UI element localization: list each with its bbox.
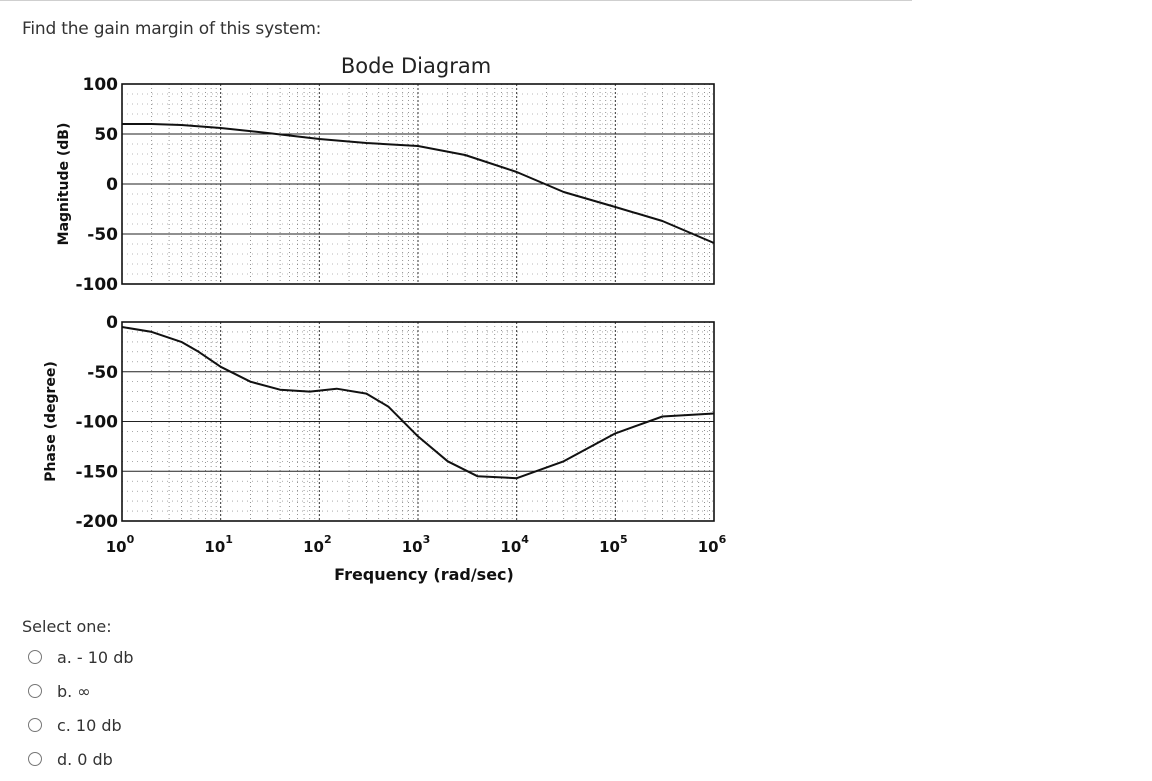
y-tick-label: -50 [87, 363, 118, 383]
option-a[interactable]: a. - 10 db [28, 646, 134, 668]
option-letter: c. [57, 715, 71, 735]
option-text: - 10 db [76, 647, 134, 667]
y-axis-label: Magnitude (dB) [56, 123, 72, 246]
bode-diagram: Bode Diagram 100 50 0 -50 -100 Magnitude (dB) 0… [43, 54, 727, 584]
x-tick-label: 106 [698, 533, 727, 556]
magnitude-curve [122, 123, 715, 244]
x-tick-label: 105 [599, 533, 628, 556]
y-tick-label: -100 [75, 275, 118, 295]
y-tick-label: -200 [75, 512, 118, 532]
option-d[interactable]: d. 0 db [28, 748, 113, 770]
radio-circle-icon[interactable] [28, 684, 42, 698]
x-tick-label: 104 [500, 533, 529, 556]
y-tick-label: -150 [75, 462, 118, 482]
y-tick-label: -100 [75, 413, 118, 433]
panel-frame [121, 83, 715, 285]
y-tick-label: -50 [87, 225, 118, 245]
option-letter: b. [57, 681, 73, 701]
x-tick-label: 103 [402, 533, 431, 556]
panel-frame [121, 321, 715, 522]
x-tick-label: 102 [303, 533, 332, 556]
select-one-label: Select one: [22, 617, 112, 636]
option-text: 10 db [75, 715, 122, 735]
x-tick-label: 100 [106, 533, 135, 556]
radio-circle-icon[interactable] [28, 718, 42, 732]
y-tick-label: 0 [106, 175, 118, 195]
phase-curve [121, 326, 715, 480]
chart-title: Bode Diagram [341, 54, 491, 78]
option-b[interactable]: b. ∞ [28, 680, 91, 702]
radio-circle-icon[interactable] [28, 650, 42, 664]
option-text: 0 db [77, 749, 113, 769]
y-tick-label: 0 [106, 313, 118, 333]
option-letter: a. [57, 647, 72, 667]
y-tick-label: 100 [83, 75, 119, 95]
option-letter: d. [57, 749, 73, 769]
y-tick-label: 50 [94, 125, 118, 145]
option-text: ∞ [77, 681, 91, 701]
option-c[interactable]: c. 10 db [28, 714, 122, 736]
x-tick-label: 101 [204, 533, 233, 556]
question-text: Find the gain margin of this system: [22, 19, 322, 39]
radio-circle-icon[interactable] [28, 752, 42, 766]
x-axis-label: Frequency (rad/sec) [334, 565, 514, 584]
y-axis-label: Phase (degree) [43, 361, 59, 482]
top-divider [0, 0, 912, 1]
